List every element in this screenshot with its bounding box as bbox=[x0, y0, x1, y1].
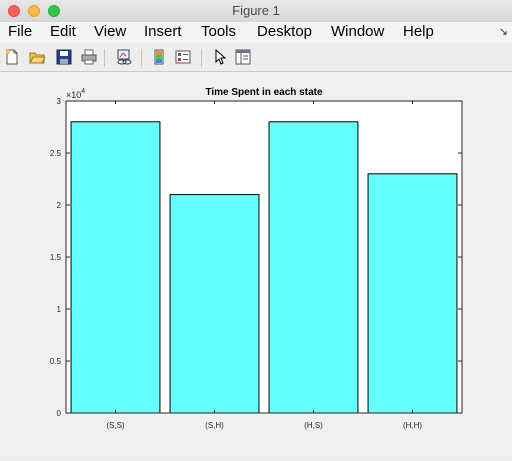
y-tick-label: 2.5 bbox=[50, 149, 62, 158]
x-tick-label: (S,S) bbox=[106, 421, 125, 430]
axes-box bbox=[65, 100, 463, 414]
bar bbox=[70, 121, 161, 414]
pointer-icon[interactable] bbox=[212, 48, 228, 65]
minimize-window-button[interactable] bbox=[28, 5, 40, 17]
menu-desktop[interactable]: Desktop bbox=[257, 23, 313, 40]
y-tick-label: 0.5 bbox=[50, 357, 62, 366]
open-file-icon[interactable] bbox=[29, 49, 46, 65]
colorbar-icon[interactable] bbox=[151, 49, 167, 65]
menu-tools[interactable]: Tools bbox=[201, 23, 237, 40]
figure-toolbar bbox=[0, 43, 512, 72]
menu-window[interactable]: Window bbox=[331, 23, 385, 40]
y-tick-label: 1.5 bbox=[50, 253, 62, 262]
y-tick-label: 1 bbox=[57, 305, 62, 314]
bar-chart: (S,S) (S,H) (H,S) (H,H) 0 0.5 1 1.5 2 2.5 3 Time S… bbox=[50, 87, 463, 430]
toolbar-separator bbox=[141, 49, 142, 67]
y-tick-label: 2 bbox=[57, 201, 62, 210]
x-tick-label: (H,H) bbox=[403, 421, 422, 430]
toolbar-separator bbox=[104, 49, 105, 67]
print-icon[interactable] bbox=[81, 49, 97, 65]
dock-arrow-icon[interactable]: ↘ bbox=[498, 26, 508, 38]
x-tick-label: (S,H) bbox=[205, 421, 224, 430]
link-plot-icon[interactable] bbox=[116, 49, 132, 65]
zoom-window-button[interactable] bbox=[48, 5, 60, 17]
close-window-button[interactable] bbox=[8, 5, 20, 17]
menu-edit[interactable]: Edit bbox=[50, 23, 76, 40]
bar bbox=[268, 121, 359, 414]
bar bbox=[169, 194, 260, 414]
save-icon[interactable] bbox=[56, 49, 72, 65]
property-editor-icon[interactable] bbox=[235, 49, 251, 65]
y-exponent-power: 4 bbox=[81, 88, 85, 95]
y-exponent-base: ×10 bbox=[66, 90, 81, 100]
new-figure-icon[interactable] bbox=[4, 49, 20, 65]
menu-view[interactable]: View bbox=[94, 23, 127, 40]
menu-insert[interactable]: Insert bbox=[144, 23, 182, 40]
menu-help[interactable]: Help bbox=[403, 23, 434, 40]
y-exponent-label: ×104 bbox=[66, 88, 85, 100]
x-tick-label: (H,S) bbox=[304, 421, 323, 430]
window-title-bar: Figure 1 bbox=[0, 0, 512, 23]
figure-canvas: (S,S) (S,H) (H,S) (H,H) 0 0.5 1 1.5 2 2.5 3 Time S… bbox=[0, 72, 512, 456]
toolbar-separator bbox=[201, 49, 202, 67]
bar bbox=[367, 173, 458, 414]
menu-file[interactable]: File bbox=[8, 23, 33, 40]
menu-bar: File Edit View Insert Tools Desktop Wind… bbox=[0, 22, 512, 43]
window-title: Figure 1 bbox=[232, 3, 280, 18]
y-tick-label: 3 bbox=[57, 97, 62, 106]
y-tick-label: 0 bbox=[57, 409, 62, 418]
chart-title: Time Spent in each state bbox=[205, 87, 323, 98]
legend-icon[interactable] bbox=[175, 49, 191, 65]
